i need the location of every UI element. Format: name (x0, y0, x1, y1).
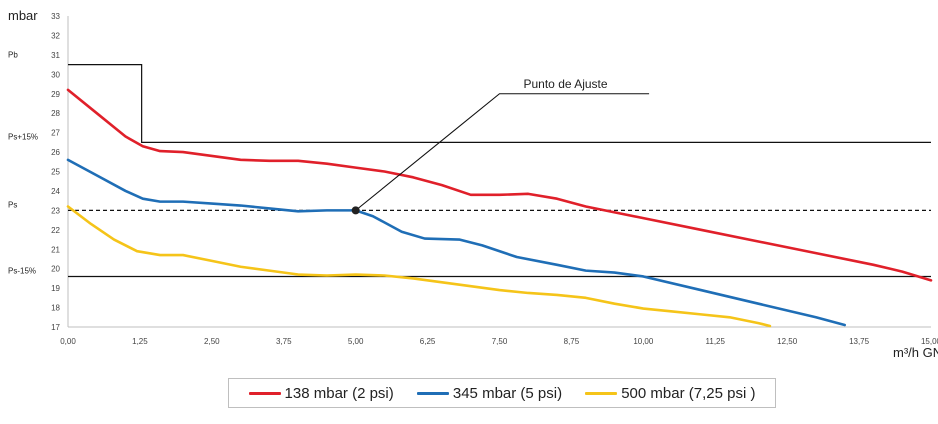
series-line-0 (66, 88, 933, 282)
y-tick-label-24: 24 (51, 187, 60, 196)
y-tick-label-25: 25 (51, 168, 60, 177)
series-line-2 (66, 205, 772, 328)
x-tick-label-7,50: 7,50 (492, 337, 508, 346)
x-tick-label-12,50: 12,50 (777, 337, 798, 346)
y-tick-label-22: 22 (51, 226, 60, 235)
x-tick-label-1,25: 1,25 (132, 337, 148, 346)
y-tick-label-26: 26 (51, 148, 60, 157)
legend-swatch-345 (416, 391, 449, 395)
x-tick-label-15,00: 15,00 (921, 337, 938, 346)
ref-label-ps: Ps (8, 200, 17, 209)
y-tick-label-17: 17 (51, 323, 60, 332)
y-tick-label-27: 27 (51, 129, 60, 138)
y-tick-label-32: 32 (51, 31, 60, 40)
y-tick-label-33: 33 (51, 12, 60, 21)
x-tick-label-2,50: 2,50 (204, 337, 220, 346)
x-tick-label-5,00: 5,00 (348, 337, 364, 346)
x-tick-label-0,00: 0,00 (60, 337, 76, 346)
y-tick-label-23: 23 (51, 206, 60, 215)
ref-label-pb: Pb (8, 51, 18, 60)
legend-item-500: 500 mbar (7,25 psi ) (585, 385, 755, 402)
x-axis-label: m³/h GN (893, 345, 938, 360)
x-tick-label-3,75: 3,75 (276, 337, 292, 346)
ref-label-ps-15-: Ps-15% (8, 266, 36, 275)
series-line-1 (66, 158, 847, 327)
y-tick-label-29: 29 (51, 90, 60, 99)
annotation-leader-line (355, 93, 650, 211)
legend-item-345: 345 mbar (5 psi) (416, 384, 563, 402)
legend-item-138: 138 mbar (2 psi) (248, 384, 394, 402)
y-tick-label-19: 19 (51, 284, 60, 293)
x-tick-label-11,25: 11,25 (706, 337, 726, 346)
x-tick-label-6,25: 6,25 (420, 337, 436, 346)
legend: 138 mbar (2 psi) 345 mbar (5 psi) 500 mb… (228, 378, 776, 408)
x-tick-label-8,75: 8,75 (564, 337, 580, 346)
legend-label-345: 345 mbar (5 psi) (452, 384, 563, 402)
y-tick-label-20: 20 (51, 265, 60, 274)
annotation-label: Punto de Ajuste (524, 77, 608, 91)
x-tick-label-10,00: 10,00 (633, 337, 654, 346)
ref-label-ps-15-: Ps+15% (8, 132, 38, 141)
y-tick-label-28: 28 (51, 109, 60, 118)
set-point-marker (351, 206, 360, 215)
legend-swatch-138 (248, 391, 281, 395)
legend-swatch-500 (585, 391, 618, 395)
y-tick-label-30: 30 (51, 70, 60, 79)
pb-step-line (68, 63, 931, 143)
y-axis-label: mbar (8, 8, 38, 23)
legend-label-138: 138 mbar (2 psi) (284, 384, 394, 402)
y-tick-label-18: 18 (51, 304, 60, 313)
x-tick-label-13,75: 13,75 (849, 337, 870, 346)
y-tick-label-31: 31 (51, 51, 60, 60)
y-tick-label-21: 21 (51, 245, 60, 254)
legend-label-500: 500 mbar (7,25 psi ) (621, 384, 756, 402)
